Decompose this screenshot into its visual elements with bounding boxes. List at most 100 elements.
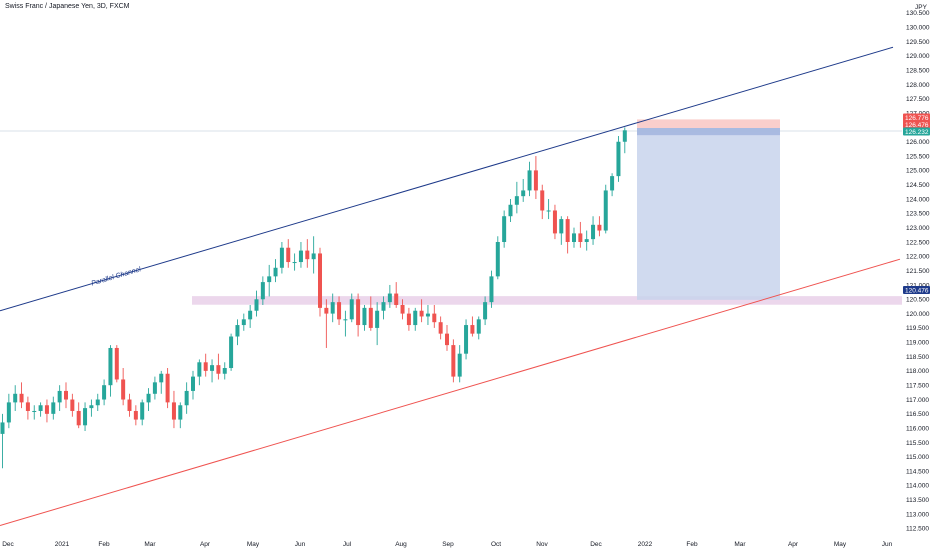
price-tick-label: 129.500 [906,39,930,46]
candle-body [552,210,557,234]
price-tick-label: 121.500 [906,268,930,275]
candle [597,216,602,237]
candle [171,390,176,429]
candle-body [540,190,545,211]
price-tag: 126.776 [903,113,930,122]
candle-body [248,310,253,320]
candle [51,396,56,420]
candle-body [267,276,272,283]
price-tag-label: 120.476 [905,287,929,294]
candle [318,247,322,317]
candle [191,370,195,400]
time-tick-label: Dec [590,541,602,548]
price-tick-label: 124.000 [906,196,930,203]
candle [203,353,208,377]
candle-body [572,233,576,242]
candle [514,181,519,214]
candle-body [470,325,475,334]
candle [273,259,278,283]
candle-body [0,422,5,434]
candle-body [273,267,278,277]
candle [603,184,608,234]
candle-body [165,373,170,403]
candle [0,413,5,469]
time-tick-label: 2021 [55,541,70,548]
candle [381,296,386,320]
candle [343,310,348,337]
candle-body [254,299,259,311]
candle-body [337,302,342,320]
candle-body [324,307,329,314]
candle-body [616,141,621,177]
candle [260,276,265,306]
candle-body [381,302,386,311]
candle [235,319,240,346]
price-tick-label: 122.500 [906,239,930,246]
candle [419,299,424,323]
candle-body [114,347,119,380]
candle [89,399,94,417]
candle [457,345,462,383]
price-tick-label: 128.500 [906,67,930,74]
candle [413,307,418,331]
channel-lower-line [0,258,901,527]
price-tick-label: 112.500 [906,526,929,533]
candle [375,302,380,346]
candle [565,216,570,254]
time-tick-label: Mar [734,541,746,548]
candle [495,236,500,280]
candle-body [330,302,335,314]
candle-body [464,325,469,354]
price-tag-bg [903,120,930,129]
candle [559,216,564,245]
time-tick-label: Sep [442,541,454,548]
price-tick-label: 114.500 [906,468,929,475]
candle [305,239,310,268]
time-tick-label: Mar [144,541,156,548]
price-tick-label: 122.000 [906,254,930,261]
price-tick-label: 119.000 [906,340,929,347]
support-zone [192,296,902,305]
candle-body [178,405,183,420]
candle-body [387,293,392,303]
candle [286,239,291,268]
price-tick-label: 128.000 [906,82,930,89]
candle [451,339,456,383]
chart-title: Swiss Franc / Japanese Yen, 3D, FXCM [5,3,130,10]
price-tick-label: 130.000 [906,24,930,31]
candle [152,376,157,400]
candle [32,405,37,420]
target-zone [637,128,780,300]
price-tick-label: 118.000 [906,368,929,375]
price-tag-bg [903,286,930,294]
candle-body [610,176,615,191]
candle [222,362,227,380]
candle [83,402,88,432]
candle-body [343,319,348,321]
candle [267,264,272,297]
candle-body [508,204,513,217]
candle-body [476,319,481,334]
candles [0,127,627,469]
price-tick-label: 118.500 [906,354,929,361]
channel-upper-line [0,46,894,312]
candle [70,393,75,417]
price-tag-bg [903,127,930,136]
price-tag-label: 126.476 [905,122,929,129]
candle-body [527,170,532,191]
price-tick-label: 117.000 [906,397,929,404]
candle-body [70,399,75,411]
price-axis: 112.500 113.000 113.500 114.000 114.500 115.0… [906,10,930,533]
candle [248,305,253,328]
candle [279,241,284,274]
zone-layer [192,119,902,305]
price-tick-label: 113.000 [906,511,929,518]
time-tick-label: Feb [98,541,110,548]
candle [254,290,259,317]
price-tag: 120.476 [903,286,930,294]
candle-body [578,233,583,242]
candle-body [413,310,418,326]
candle [13,385,18,411]
stop-zone [637,119,780,129]
